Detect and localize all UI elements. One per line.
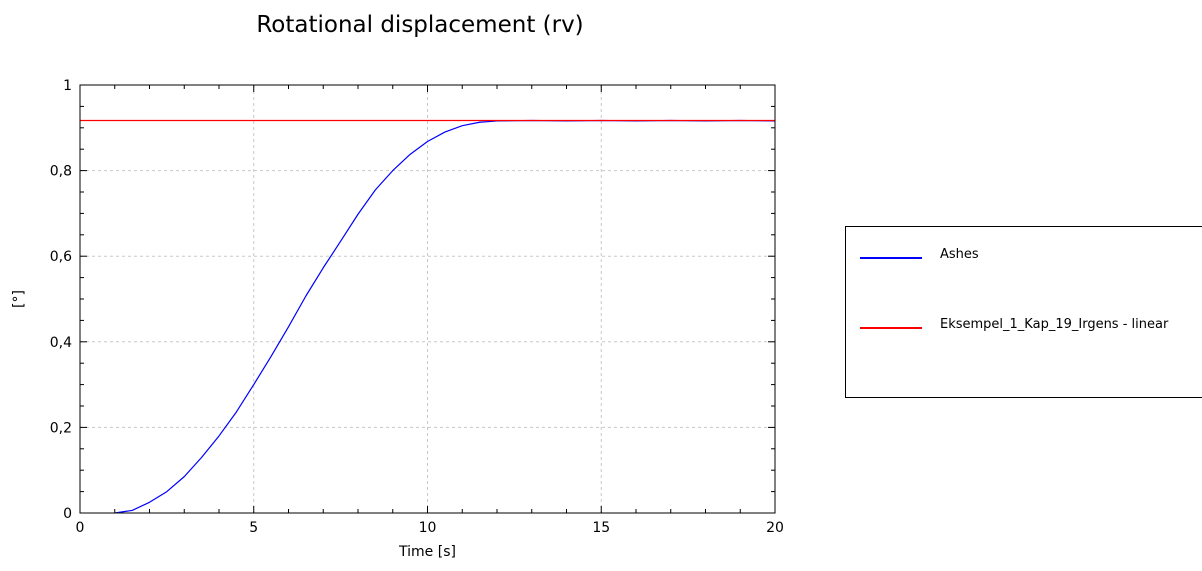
legend-swatch-irgens-linear [860, 327, 922, 329]
legend-label-irgens-linear: Eksempel_1_Kap_19_Irgens - linear [940, 317, 1169, 332]
x-tick-label: 0 [76, 520, 85, 536]
x-axis-label: Time [s] [398, 544, 456, 560]
x-tick-label: 10 [419, 520, 437, 536]
y-tick-label: 0,4 [50, 335, 72, 351]
legend-label-ashes: Ashes [940, 247, 979, 262]
tick-labels: 0 5 10 15 20 0 0,2 0,4 0,6 0,8 1 [50, 78, 784, 536]
y-tick-label: 0,8 [50, 164, 72, 180]
legend: Ashes Eksempel_1_Kap_19_Irgens - linear [845, 226, 1202, 398]
plot-frame [79, 84, 776, 514]
axis-ticks [79, 84, 776, 514]
y-axis-label: [°] [11, 290, 27, 308]
y-tick-label: 0,2 [50, 420, 72, 436]
y-tick-label: 1 [63, 78, 72, 94]
x-tick-label: 5 [249, 520, 258, 536]
series-line-ashes [114, 119, 776, 514]
series-lines [80, 119, 776, 514]
x-tick-label: 15 [592, 520, 610, 536]
y-tick-label: 0 [63, 506, 72, 522]
x-tick-label: 20 [766, 520, 784, 536]
grid-lines [80, 85, 775, 513]
legend-swatch-ashes [860, 257, 922, 259]
chart-title: Rotational displacement (rv) [256, 12, 584, 38]
y-tick-label: 0,6 [50, 249, 72, 265]
